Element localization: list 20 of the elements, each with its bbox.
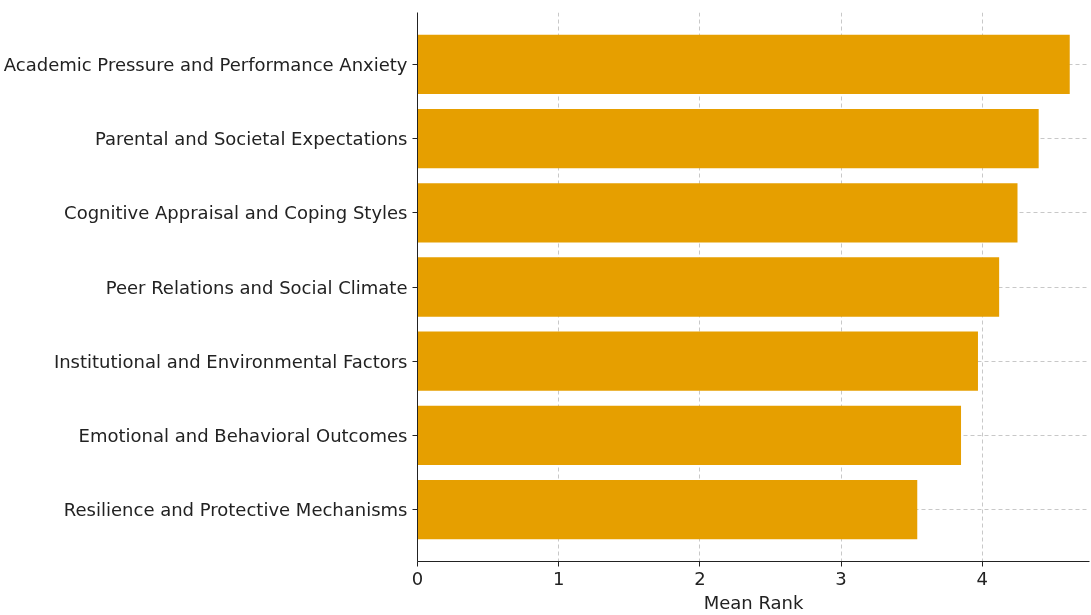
x-tick-label: 4: [976, 567, 988, 589]
y-tick-label: Academic Pressure and Performance Anxiety: [3, 53, 408, 75]
y-tick-label: Resilience and Protective Mechanisms: [63, 499, 408, 521]
x-tick-label: 2: [694, 567, 706, 589]
bar: [417, 183, 1018, 243]
x-tick-label: 3: [835, 567, 847, 589]
bar: [417, 108, 1039, 169]
x-tick-label: 1: [552, 567, 565, 589]
x-axis-title: Mean Rank: [703, 591, 804, 613]
bar: [417, 479, 918, 540]
bar: [417, 257, 1000, 317]
y-tick-label: Parental and Societal Expectations: [94, 128, 408, 150]
y-tick-label: Institutional and Environmental Factors: [53, 350, 408, 372]
y-tick-label: Cognitive Appraisal and Coping Styles: [64, 202, 408, 224]
y-tick-label: Peer Relations and Social Climate: [105, 276, 408, 298]
bar: [417, 405, 962, 466]
bar: [417, 34, 1070, 95]
x-tick-label: 0: [411, 567, 424, 589]
bar: [417, 331, 978, 391]
y-tick-label: Emotional and Behavioral Outcomes: [78, 424, 408, 446]
